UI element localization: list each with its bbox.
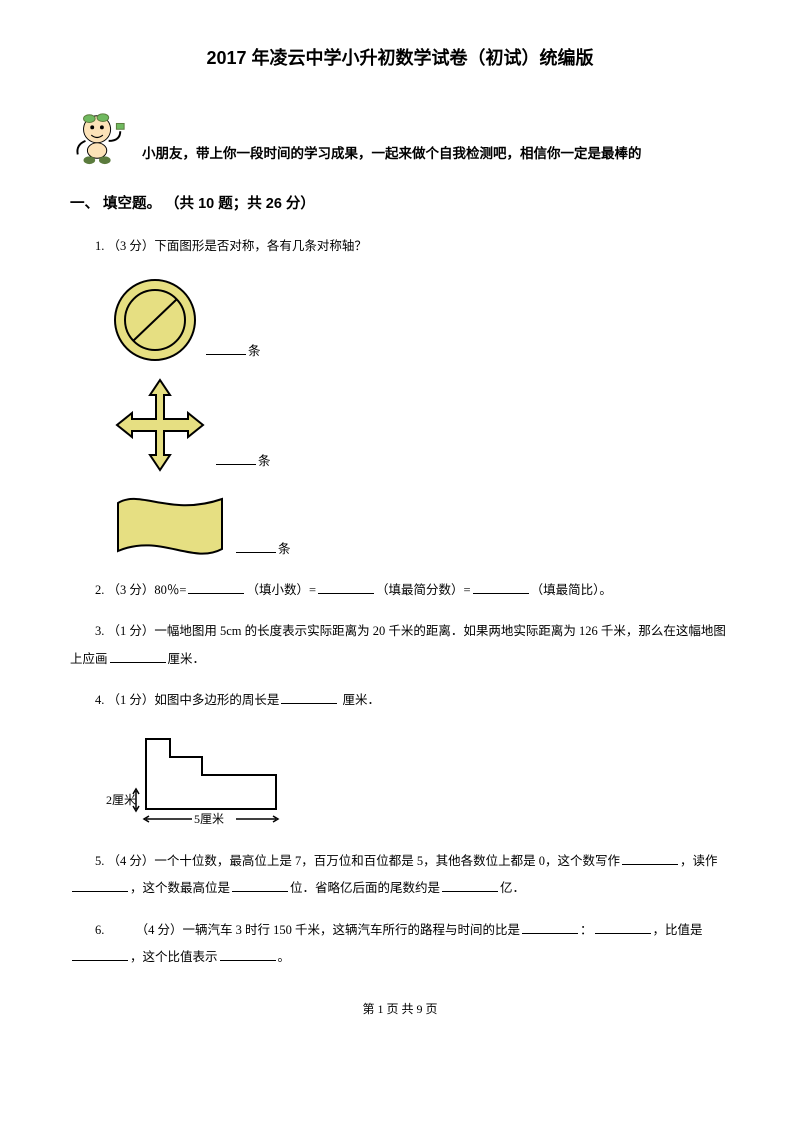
- q6-e: 。: [278, 950, 291, 964]
- q4-figure: 2厘米 5厘米: [106, 729, 730, 830]
- q1-unit-3: 条: [278, 542, 291, 556]
- page-footer: 第 1 页 共 9 页: [70, 1000, 730, 1017]
- q3-b: 厘米．: [168, 652, 206, 666]
- q1-blank-1[interactable]: [206, 341, 246, 355]
- q5-blank-3[interactable]: [232, 879, 288, 893]
- q2-b: （填最简分数）=: [376, 583, 471, 597]
- q6-d: ，这个比值表示: [130, 950, 218, 964]
- q1-blank-2[interactable]: [216, 451, 256, 465]
- question-2: 2. （3 分）80％= （填小数）= （填最简分数）= （填最简比）。: [70, 577, 730, 605]
- intro-text: 小朋友，带上你一段时间的学习成果，一起来做个自我检测吧，相信你一定是最棒的: [142, 142, 642, 166]
- q5-c: ，这个数最高位是: [130, 881, 230, 895]
- q4-a: 4. （1 分）如图中多边形的周长是: [95, 693, 279, 707]
- q5-d: 位．省略亿后面的尾数约是: [290, 881, 440, 895]
- q6-blank-4[interactable]: [220, 948, 276, 962]
- q4-dim5: 5厘米: [194, 812, 224, 825]
- intro-row: 小朋友，带上你一段时间的学习成果，一起来做个自我检测吧，相信你一定是最棒的: [70, 108, 730, 166]
- question-4: 4. （1 分）如图中多边形的周长是 厘米．: [70, 687, 730, 715]
- q5-blank-4[interactable]: [442, 879, 498, 893]
- q6-blank-2[interactable]: [595, 920, 651, 934]
- q5-a: 5. （4 分）一个十位数，最高位上是 7，百万位和百位都是 5，其他各数位上都…: [95, 854, 620, 868]
- q6-b: ：: [580, 923, 593, 937]
- question-1: 1. （3 分）下面图形是否对称，各有几条对称轴？: [70, 233, 730, 261]
- q1-unit-2: 条: [258, 454, 271, 468]
- q1-unit-1: 条: [248, 344, 261, 358]
- question-6: 6. （4 分）一辆汽车 3 时行 150 千米，这辆汽车所行的路程与时间的比是…: [70, 917, 730, 972]
- q6-blank-3[interactable]: [72, 948, 128, 962]
- q1-figures: 条 条 条: [110, 275, 730, 563]
- q2-blank-2[interactable]: [318, 580, 374, 594]
- section-1-heading: 一、 填空题。 （共 10 题；共 26 分）: [70, 192, 730, 213]
- q1-shape-cross: [110, 375, 210, 475]
- q4-blank[interactable]: [281, 691, 337, 705]
- q2-blank-1[interactable]: [188, 580, 244, 594]
- page-title: 2017 年凌云中学小升初数学试卷（初试）统编版: [70, 44, 730, 70]
- q2-blank-3[interactable]: [473, 580, 529, 594]
- q1-shape-circle: [110, 275, 200, 365]
- q6-blank-1[interactable]: [522, 920, 578, 934]
- q2-a: （填小数）=: [246, 583, 316, 597]
- q3-blank[interactable]: [110, 649, 166, 663]
- q5-blank-2[interactable]: [72, 879, 128, 893]
- q4-dim2: 2厘米: [106, 793, 136, 807]
- q1-shape-flag: [110, 485, 230, 563]
- q5-blank-1[interactable]: [622, 851, 678, 865]
- question-3: 3. （1 分）一幅地图用 5cm 的长度表示实际距离为 20 千米的距离．如果…: [70, 618, 730, 673]
- q5-b: ，读作: [680, 854, 718, 868]
- q2-pre: 2. （3 分）80％=: [95, 583, 186, 597]
- q2-c: （填最简比）。: [531, 583, 612, 597]
- q1-blank-3[interactable]: [236, 539, 276, 553]
- mascot-icon: [70, 108, 128, 166]
- question-5: 5. （4 分）一个十位数，最高位上是 7，百万位和百位都是 5，其他各数位上都…: [70, 848, 730, 903]
- q4-b: 厘米．: [339, 693, 380, 707]
- q6-a: 6. （4 分）一辆汽车 3 时行 150 千米，这辆汽车所行的路程与时间的比是: [95, 923, 520, 937]
- q6-c: ，比值是: [653, 923, 703, 937]
- q5-e: 亿．: [500, 881, 525, 895]
